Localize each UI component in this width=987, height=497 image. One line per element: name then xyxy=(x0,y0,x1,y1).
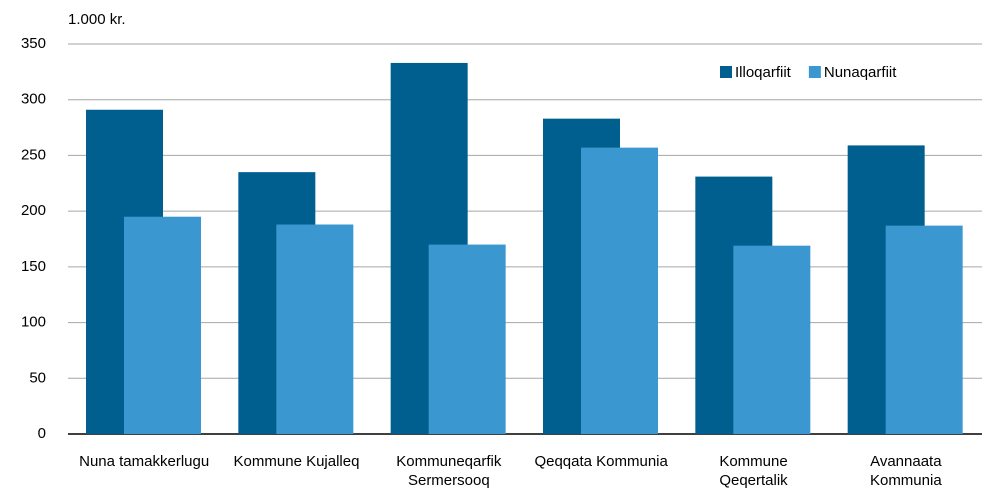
x-tick-label: Nuna tamakkerlugu xyxy=(79,453,210,470)
unit-label: 1.000 kr. xyxy=(68,11,126,28)
y-tick-label: 50 xyxy=(29,369,46,386)
legend-label: Nunaqarfiit xyxy=(824,64,897,81)
x-tick-label: Qeqqata Kommunia xyxy=(534,453,668,470)
x-tick-label: Kommuneqarfik Sermersooq xyxy=(396,453,502,489)
y-tick-label: 150 xyxy=(21,258,46,275)
x-tick-label: Kommune Qeqertalik xyxy=(719,453,788,489)
bar xyxy=(733,245,811,434)
bar xyxy=(428,244,506,434)
y-tick-label: 200 xyxy=(21,202,46,219)
y-tick-label: 250 xyxy=(21,146,46,163)
y-tick-label: 0 xyxy=(38,425,46,442)
y-tick-label: 350 xyxy=(21,35,46,52)
x-tick-label: Kommune Kujalleq xyxy=(233,453,360,470)
legend-swatch xyxy=(808,66,821,78)
bar xyxy=(885,225,963,434)
y-tick-label: 100 xyxy=(21,314,46,331)
legend-swatch xyxy=(720,66,732,78)
bar xyxy=(124,216,201,434)
bar xyxy=(276,224,354,434)
legend-label: Illoqarfiit xyxy=(735,64,792,81)
x-tick-label: Avannaata Kommunia xyxy=(869,453,942,489)
y-tick-label: 300 xyxy=(21,91,46,108)
bar xyxy=(581,147,658,434)
